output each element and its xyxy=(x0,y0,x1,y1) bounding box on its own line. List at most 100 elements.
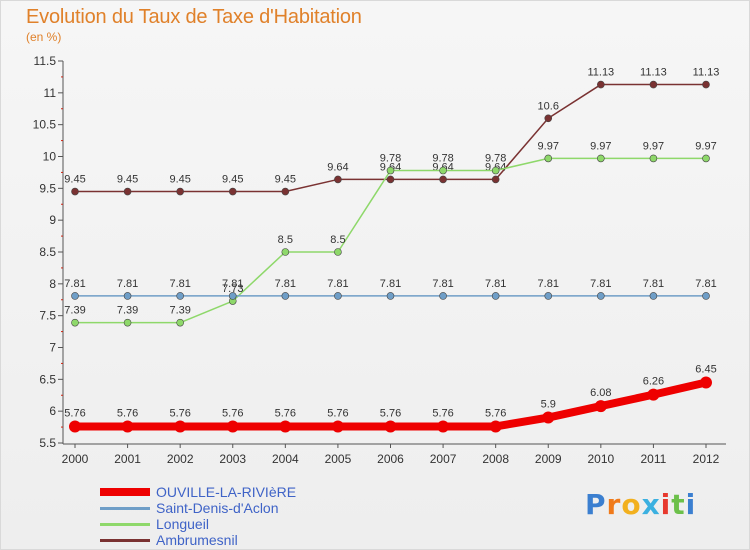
logo-letter: x xyxy=(641,488,661,521)
data-point xyxy=(281,248,290,256)
data-label: 5.9 xyxy=(541,399,556,411)
logo-letter: i xyxy=(660,488,672,521)
data-label: 6.45 xyxy=(695,364,716,376)
data-label: 8.5 xyxy=(278,234,293,246)
y-ticks: 5.5 6 6.5 7 7.5 8 8.5 9 9.5 10 10.5 11 11.5 xyxy=(33,54,63,450)
data-label: 9.97 xyxy=(643,140,664,152)
data-label: 7.81 xyxy=(117,278,138,290)
data-label: 7.81 xyxy=(169,278,190,290)
x-tick-label: 2002 xyxy=(167,452,194,466)
data-point xyxy=(439,175,447,184)
x-tick-label: 2007 xyxy=(430,452,457,466)
data-point xyxy=(649,80,658,89)
logo-letter: t xyxy=(671,488,686,521)
chart-unit: (en %) xyxy=(26,30,62,44)
legend-swatch xyxy=(100,506,150,510)
y-tick-label: 7 xyxy=(49,341,56,355)
data-point xyxy=(226,420,239,433)
data-point xyxy=(334,292,342,300)
x-tick-label: 2005 xyxy=(325,452,352,466)
data-point xyxy=(649,154,658,163)
data-label: 9.78 xyxy=(380,153,401,165)
legend-swatch xyxy=(100,488,150,496)
data-point xyxy=(489,420,502,433)
data-label: 5.76 xyxy=(169,407,190,419)
x-tick-label: 2009 xyxy=(535,452,562,466)
data-point xyxy=(597,292,605,300)
data-label: 9.78 xyxy=(432,153,453,165)
data-label: 7.81 xyxy=(275,278,296,290)
data-label: 9.78 xyxy=(485,153,506,165)
data-point xyxy=(647,388,660,401)
data-point xyxy=(544,114,553,123)
data-point xyxy=(228,187,237,196)
x-tick-label: 2008 xyxy=(482,452,509,466)
data-label: 9.64 xyxy=(327,161,348,173)
data-point xyxy=(386,292,395,300)
data-label: 7.81 xyxy=(432,278,453,290)
data-label: 9.45 xyxy=(275,174,296,186)
data-label: 5.76 xyxy=(380,407,401,419)
x-tick-label: 2003 xyxy=(219,452,246,466)
data-label: 11.13 xyxy=(693,67,720,79)
series-2: 7.39 7.39 7.39 7.73 8.5 8.5 9.78 9.78 9.78 9.97 9.… xyxy=(64,140,717,327)
series-3: 9.459.459.459.459.459.649.649.649.6410.6… xyxy=(64,67,720,196)
data-point xyxy=(176,318,184,327)
data-label: 9.45 xyxy=(64,174,85,186)
data-label: 8.5 xyxy=(330,234,345,246)
data-label: 7.39 xyxy=(117,305,138,317)
y-tick-label: 9 xyxy=(49,213,56,227)
data-label: 5.76 xyxy=(64,407,85,419)
data-point xyxy=(491,175,500,184)
data-point xyxy=(386,175,395,184)
x-tick-label: 2010 xyxy=(587,452,614,466)
data-label: 9.97 xyxy=(538,140,559,152)
legend-item: Longueil xyxy=(100,516,296,532)
data-point xyxy=(491,166,500,175)
data-label: 7.39 xyxy=(169,305,190,317)
data-label: 7.81 xyxy=(380,278,401,290)
x-tick-label: 2011 xyxy=(641,452,667,466)
data-point xyxy=(279,420,292,433)
data-label: 9.45 xyxy=(169,174,190,186)
legend-item: OUVILLE-LA-RIVIèRE xyxy=(100,484,296,500)
legend-label: Saint-Denis-d'Aclon xyxy=(156,500,279,516)
data-point xyxy=(176,187,184,196)
data-label: 10.6 xyxy=(538,100,559,112)
data-point xyxy=(542,411,555,424)
data-point xyxy=(439,292,447,300)
logo-letter: i xyxy=(685,488,697,521)
data-point xyxy=(702,154,710,163)
data-point xyxy=(123,187,132,196)
data-point xyxy=(123,318,132,327)
data-point xyxy=(331,420,344,433)
y-tick-label: 10.5 xyxy=(33,118,57,132)
x-ticks: 2000 2001 2002 2003 2004 2005 2006 2007 2008 2009… xyxy=(62,444,720,466)
data-label: 6.08 xyxy=(590,387,611,399)
series-0: 5.76 5.76 5.76 5.76 5.76 5.76 5.76 5.76 5.76 5.9 6… xyxy=(64,364,717,433)
data-point xyxy=(439,166,447,175)
data-label: 11.13 xyxy=(640,67,667,79)
data-label: 5.76 xyxy=(222,407,243,419)
data-point xyxy=(702,292,710,300)
data-label: 5.76 xyxy=(117,407,138,419)
data-point xyxy=(491,292,500,300)
data-point xyxy=(71,187,79,196)
logo-letter: r xyxy=(606,488,622,521)
y-tick-label: 8.5 xyxy=(39,245,56,259)
data-label: 7.81 xyxy=(538,278,559,290)
data-point xyxy=(281,187,290,196)
chart-title: Evolution du Taux de Taxe d'Habitation xyxy=(26,6,362,28)
data-point xyxy=(597,154,605,163)
legend-label: Ambrumesnil xyxy=(156,532,238,548)
logo-letter: P xyxy=(585,488,607,521)
data-point xyxy=(121,420,134,433)
y-tick-label: 9.5 xyxy=(39,181,56,195)
data-point xyxy=(281,292,290,300)
data-label: 7.39 xyxy=(64,305,85,317)
data-point xyxy=(384,420,397,433)
data-label: 7.73 xyxy=(222,283,243,295)
data-point xyxy=(594,400,607,413)
